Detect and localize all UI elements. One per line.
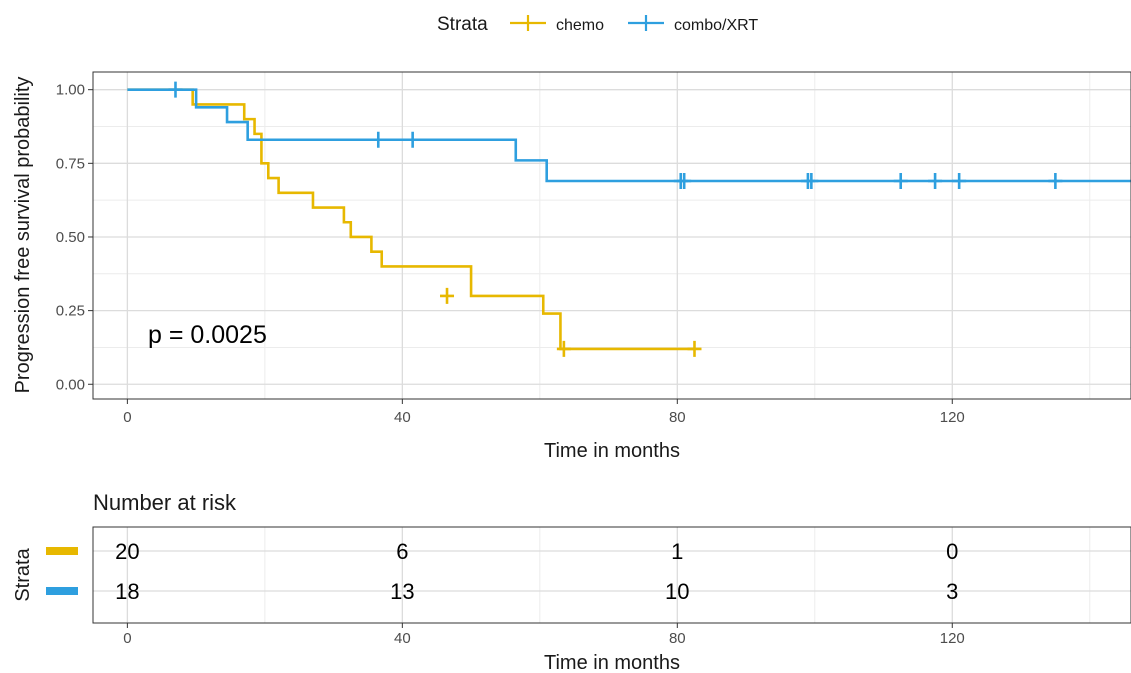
risk-x-tick-label: 40	[394, 630, 411, 647]
risk-value: 18	[115, 579, 139, 604]
y-axis: 0.00 0.25 0.50 0.75 1.00	[56, 82, 93, 393]
survival-plot: 0.00 0.25 0.50 0.75 1.00 0 40 80 120 p = 0.0025…	[12, 71, 1131, 462]
p-value-annotation: p = 0.0025	[148, 321, 267, 349]
grid	[93, 72, 1131, 399]
risk-value: 6	[396, 539, 408, 564]
legend: Strata chemo combo/XRT	[437, 14, 758, 35]
y-tick-label: 0.25	[56, 303, 85, 320]
risk-x-tick-label: 0	[123, 630, 131, 647]
x-tick-label: 120	[940, 409, 965, 426]
legend-key-chemo	[510, 15, 546, 31]
y-tick-label: 1.00	[56, 82, 85, 99]
risk-grid	[93, 527, 1131, 623]
risk-panel	[93, 527, 1131, 623]
risk-table: Number at risk 20 6 1 018 13 10 3 Strata 0 40 80…	[12, 490, 1131, 673]
y-tick-label: 0.50	[56, 229, 85, 246]
censor-mark	[168, 81, 183, 98]
censor-mark	[928, 173, 943, 189]
risk-value: 1	[671, 539, 683, 564]
censor-mark	[371, 131, 386, 148]
y-axis-title: Progression free survival probability	[12, 77, 34, 394]
plot-border	[92, 71, 1131, 400]
legend-label-chemo: chemo	[556, 17, 604, 34]
survival-curve-combo	[127, 88, 1131, 183]
x-axis-title: Time in months	[544, 440, 680, 462]
x-tick-label: 0	[123, 409, 131, 426]
risk-swatch-chemo	[46, 547, 78, 555]
legend-title: Strata	[437, 14, 488, 35]
risk-x-tick-label: 120	[940, 630, 965, 647]
censor-mark	[677, 173, 692, 189]
risk-value: 10	[665, 579, 689, 604]
y-tick-label: 0.75	[56, 155, 85, 172]
x-tick-label: 40	[394, 409, 411, 426]
risk-value: 0	[946, 539, 958, 564]
censor-mark	[804, 173, 819, 189]
x-axis: 0 40 80 120	[123, 399, 965, 426]
y-tick-label: 0.00	[56, 376, 85, 393]
risk-x-axis: 0 40 80 120	[123, 623, 965, 647]
censor-mark	[952, 173, 967, 189]
x-tick-label: 80	[669, 409, 686, 426]
risk-border	[92, 526, 1131, 624]
risk-value: 3	[946, 579, 958, 604]
legend-key-combo	[628, 15, 664, 31]
censor-mark	[405, 131, 420, 148]
survival-curve-chemo	[127, 88, 695, 351]
series-layer	[127, 81, 1131, 357]
censor-mark	[556, 340, 571, 357]
risk-y-title: Strata	[12, 547, 34, 601]
legend-label-combo: combo/XRT	[674, 17, 758, 34]
risk-swatch-combo	[46, 587, 78, 595]
risk-value: 20	[115, 539, 139, 564]
censor-mark	[1048, 173, 1063, 189]
censor-mark	[440, 287, 455, 304]
risk-x-axis-title: Time in months	[544, 652, 680, 673]
risk-table-title: Number at risk	[93, 490, 237, 515]
censor-mark	[893, 173, 908, 189]
risk-values: 20 6 1 018 13 10 3	[115, 539, 958, 604]
risk-swatches	[46, 547, 78, 595]
risk-value: 13	[390, 579, 414, 604]
censor-mark	[687, 340, 702, 357]
risk-x-tick-label: 80	[669, 630, 686, 647]
